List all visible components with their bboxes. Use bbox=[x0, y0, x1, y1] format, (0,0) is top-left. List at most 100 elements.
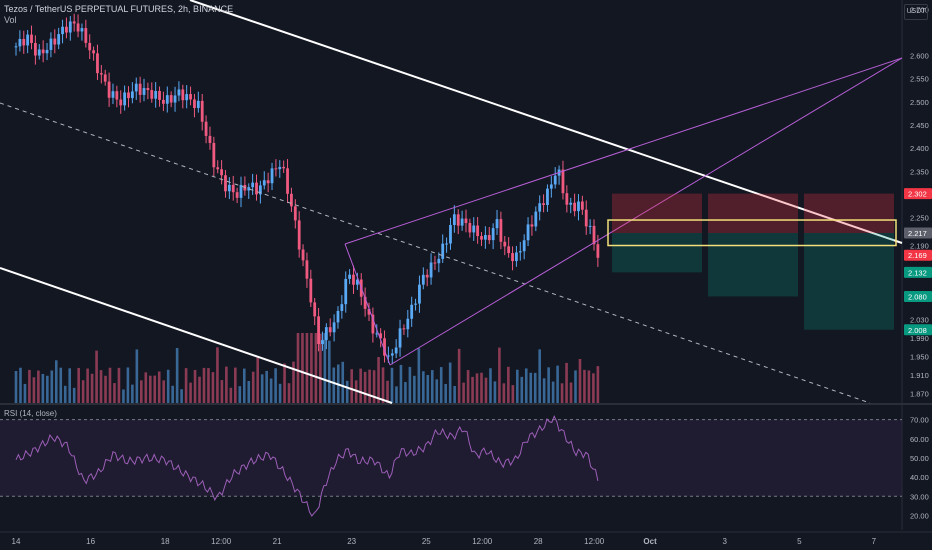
chart-title: Tezos / TetherUS PERPETUAL FUTURES, 2h, … bbox=[4, 4, 234, 14]
candle-body bbox=[154, 90, 158, 99]
volume-bar bbox=[551, 381, 555, 403]
time-tick-label: 18 bbox=[161, 537, 170, 546]
candle-body bbox=[80, 28, 84, 32]
volume-bar bbox=[489, 368, 492, 403]
volume-bar bbox=[32, 377, 36, 403]
candle-body bbox=[185, 94, 189, 101]
currency-badge[interactable]: USDT bbox=[904, 4, 928, 20]
candle-body bbox=[138, 83, 142, 95]
candle-body bbox=[398, 328, 402, 348]
candle-body bbox=[456, 214, 460, 226]
candle-body bbox=[224, 175, 227, 192]
volume-bar bbox=[166, 369, 170, 403]
candle-body bbox=[483, 235, 487, 240]
volume-bar bbox=[247, 381, 251, 403]
volume-bar bbox=[229, 387, 233, 403]
volume-bar bbox=[524, 368, 528, 403]
volume-bar bbox=[242, 368, 246, 403]
volume-bar bbox=[368, 369, 371, 403]
candle-body bbox=[379, 333, 383, 339]
volume-bar bbox=[153, 375, 157, 403]
candle-body bbox=[37, 49, 41, 56]
rsi-tick-label: 30.00 bbox=[910, 492, 929, 501]
candle-body bbox=[518, 251, 522, 253]
candle-body bbox=[293, 206, 297, 221]
volume-bar bbox=[305, 333, 309, 403]
volume-bar bbox=[345, 380, 349, 403]
volume-bar bbox=[225, 366, 228, 403]
price-badge-text: 2.132 bbox=[908, 268, 927, 277]
volume-bar bbox=[301, 333, 304, 403]
candle-body bbox=[596, 244, 600, 258]
candle-body bbox=[231, 184, 235, 193]
price-tick-label: 2.400 bbox=[910, 144, 929, 153]
price-badge-last: 2.217 bbox=[904, 227, 932, 239]
volume-bar bbox=[81, 380, 85, 403]
candle-body bbox=[445, 243, 448, 245]
candle-body bbox=[162, 99, 165, 104]
candle-body bbox=[317, 316, 320, 345]
volume-bar bbox=[323, 333, 327, 403]
price-tick-label: 2.190 bbox=[910, 242, 929, 251]
volume-bar bbox=[180, 389, 183, 403]
volume-bar bbox=[502, 383, 506, 403]
descending-trendline-upper bbox=[189, 0, 903, 244]
volume-bar bbox=[466, 370, 470, 403]
volume-bar bbox=[533, 372, 537, 403]
volume-bar bbox=[565, 362, 568, 403]
volume-bar bbox=[28, 369, 31, 403]
volume-bar bbox=[332, 367, 336, 403]
candle-body bbox=[30, 34, 33, 43]
candle-body bbox=[200, 100, 204, 122]
candle-body bbox=[522, 240, 526, 252]
volume-bar bbox=[444, 383, 447, 403]
candle-body bbox=[324, 327, 328, 341]
price-badge-bg bbox=[904, 249, 932, 261]
volume-bar bbox=[148, 375, 152, 403]
candle-body bbox=[41, 49, 45, 54]
volume-bar bbox=[457, 348, 461, 403]
candle-body bbox=[96, 53, 99, 74]
candle-body bbox=[313, 302, 317, 317]
candle-body bbox=[546, 188, 549, 205]
candle-body bbox=[402, 328, 406, 330]
volume-bar bbox=[498, 347, 501, 403]
candle-body bbox=[53, 38, 57, 45]
price-tick-label: 1.910 bbox=[910, 371, 929, 380]
candle-body bbox=[363, 296, 367, 309]
candle-body bbox=[266, 180, 270, 184]
candle-body bbox=[390, 353, 394, 356]
candle-body bbox=[433, 262, 437, 264]
candle-body bbox=[538, 203, 542, 212]
candle-body bbox=[68, 21, 72, 33]
price-badge-bg bbox=[904, 290, 932, 302]
candle-body bbox=[487, 235, 491, 241]
time-tick-label: 21 bbox=[273, 537, 282, 546]
candle-body bbox=[247, 187, 251, 191]
candle-body bbox=[278, 166, 282, 170]
volume-bar bbox=[234, 367, 237, 403]
volume-bar bbox=[596, 366, 600, 403]
candle-body bbox=[530, 224, 534, 227]
volume-bar bbox=[198, 376, 201, 403]
volume-bar bbox=[511, 385, 515, 403]
candle-body bbox=[476, 225, 480, 237]
rsi-tick-label: 70.00 bbox=[910, 416, 929, 425]
price-badge-text: 2.080 bbox=[908, 292, 927, 301]
candle-body bbox=[193, 99, 196, 109]
candle-body bbox=[425, 274, 429, 278]
volume-bar bbox=[426, 375, 430, 403]
price-badge-bg bbox=[904, 266, 932, 278]
volume-bar bbox=[265, 370, 268, 403]
volume-bar bbox=[377, 356, 380, 403]
volume-bar bbox=[560, 383, 564, 403]
volume-bar bbox=[529, 372, 533, 403]
candle-body bbox=[92, 50, 95, 54]
volume-bar bbox=[72, 387, 76, 403]
volume-bar bbox=[99, 370, 103, 403]
volume-bar bbox=[395, 386, 398, 403]
price-badge-up: 2.008 bbox=[904, 324, 932, 336]
price-badge-up: 2.132 bbox=[904, 266, 932, 278]
rising-channel-edge bbox=[344, 243, 391, 366]
